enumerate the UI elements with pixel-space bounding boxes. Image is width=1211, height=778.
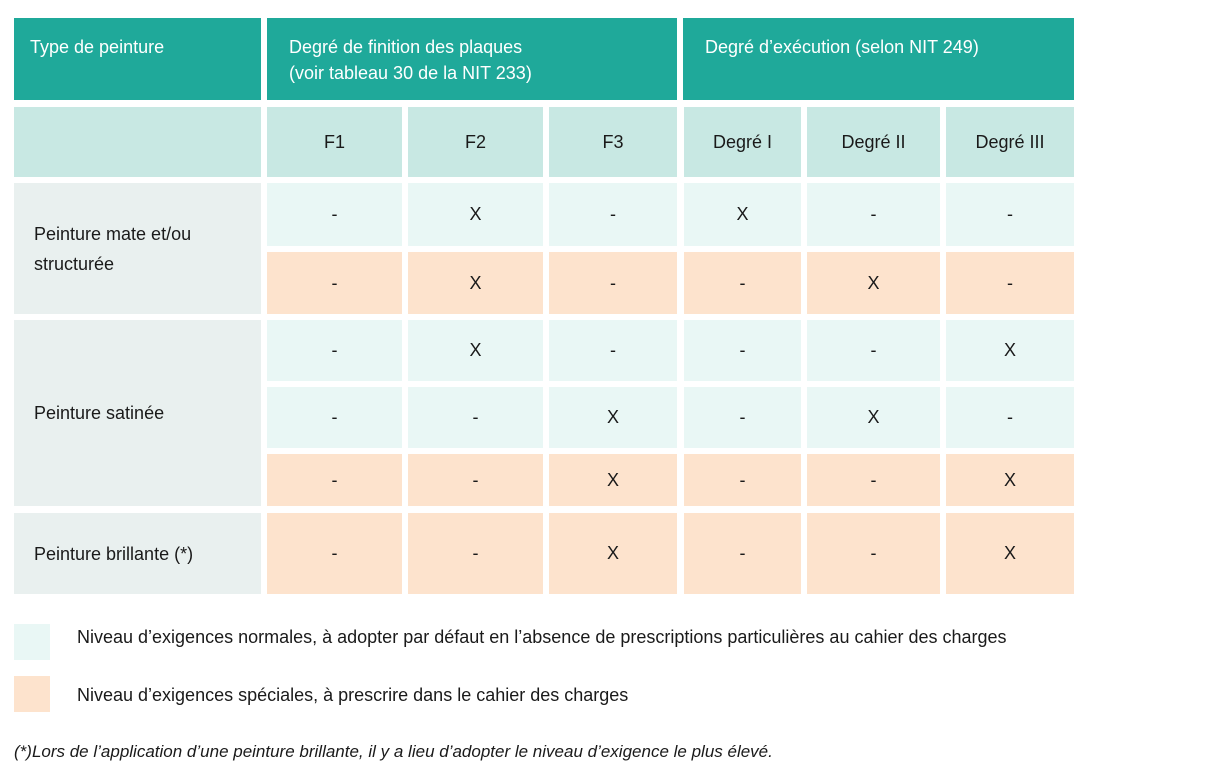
header-type-label: Type de peinture <box>30 37 165 57</box>
legend-normal-swatch <box>14 624 50 660</box>
cell-r1-degre-iii: - <box>946 183 1074 246</box>
cell-r2-degre-i: - <box>684 252 801 314</box>
cell-r3-f3: - <box>549 320 677 381</box>
header-degre-finition: Degré de finition des plaques (voir tabl… <box>267 18 677 100</box>
cell-r3-degre-ii: - <box>807 320 940 381</box>
cell-r3-f1: - <box>267 320 402 381</box>
group-label-satinee: Peinture satinée <box>14 320 261 506</box>
cell-r6-degre-ii: - <box>807 513 940 594</box>
cell-r2-degre-iii: - <box>946 252 1074 314</box>
cell-r6-f3: X <box>549 513 677 594</box>
subheader-empty <box>14 107 261 177</box>
cell-r2-f1: - <box>267 252 402 314</box>
cell-r3-degre-i: - <box>684 320 801 381</box>
group-brillante-line1: Peinture brillante (*) <box>34 543 194 564</box>
group-mate-line1: Peinture mate et/ou <box>34 223 192 244</box>
group-label-brillante: Peinture brillante (*) <box>14 513 261 594</box>
cell-r1-degre-i: X <box>684 183 801 246</box>
cell-r2-f3: - <box>549 252 677 314</box>
cell-r4-degre-i: - <box>684 387 801 448</box>
cell-r6-f1: - <box>267 513 402 594</box>
subheader-degre-i: Degré I <box>684 107 801 177</box>
cell-r5-f3: X <box>549 454 677 506</box>
subheader-degre-ii: Degré II <box>807 107 940 177</box>
cell-r6-f2: - <box>408 513 543 594</box>
cell-r5-f1: - <box>267 454 402 506</box>
subheader-f3: F3 <box>549 107 677 177</box>
group-mate-line2: structurée <box>34 253 115 274</box>
header-finition-line2: (voir tableau 30 de la NIT 233) <box>289 63 532 83</box>
cell-r4-degre-iii: - <box>946 387 1074 448</box>
cell-r6-degre-i: - <box>684 513 801 594</box>
group-satinee-line1: Peinture satinée <box>34 403 165 423</box>
header-type-de-peinture: Type de peinture <box>14 18 261 100</box>
cell-r4-f3: X <box>549 387 677 448</box>
legend-special-text: Niveau d’exigences spéciales, à prescrir… <box>77 685 629 705</box>
subheader-f1: F1 <box>267 107 402 177</box>
cell-r4-f2: - <box>408 387 543 448</box>
cell-r1-f2: X <box>408 183 543 246</box>
cell-r2-degre-ii: X <box>807 252 940 314</box>
cell-r1-degre-ii: - <box>807 183 940 246</box>
header-degre-execution: Degré d’exécution (selon NIT 249) <box>683 18 1074 100</box>
cell-r3-degre-iii: X <box>946 320 1074 381</box>
cell-r1-f1: - <box>267 183 402 246</box>
cell-r5-degre-ii: - <box>807 454 940 506</box>
cell-r4-f1: - <box>267 387 402 448</box>
cell-r5-degre-i: - <box>684 454 801 506</box>
legend-normal-text: Niveau d’exigences normales, à adopter p… <box>77 627 1007 647</box>
cell-r4-degre-ii: X <box>807 387 940 448</box>
group-label-mate: Peinture mate et/ou structurée <box>14 183 261 314</box>
subheader-f2: F2 <box>408 107 543 177</box>
subheader-degre-iii: Degré III <box>946 107 1074 177</box>
cell-r6-degre-iii: X <box>946 513 1074 594</box>
cell-r3-f2: X <box>408 320 543 381</box>
cell-r2-f2: X <box>408 252 543 314</box>
header-finition-line1: Degré de finition des plaques <box>289 37 523 57</box>
cell-r5-degre-iii: X <box>946 454 1074 506</box>
cell-r5-f2: - <box>408 454 543 506</box>
legend-special-swatch <box>14 676 50 712</box>
footnote: (*)Lors de l’application d’une peinture … <box>14 742 773 761</box>
header-execution-label: Degré d’exécution (selon NIT 249) <box>705 37 979 57</box>
cell-r1-f3: - <box>549 183 677 246</box>
